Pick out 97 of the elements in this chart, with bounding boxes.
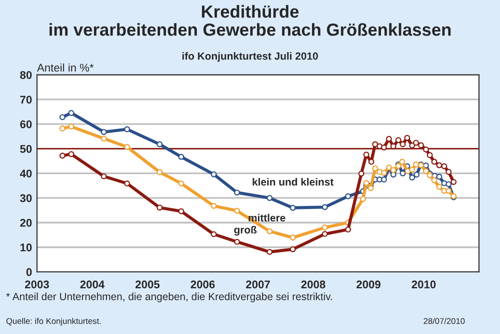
point	[345, 226, 352, 232]
point	[156, 141, 163, 148]
y-tick-label: 30	[20, 194, 32, 202]
point	[431, 158, 438, 165]
point	[124, 180, 130, 186]
point	[413, 161, 419, 168]
point	[178, 208, 184, 214]
point	[322, 230, 328, 237]
y-tick-label: 80	[20, 71, 32, 79]
point	[322, 204, 328, 210]
point	[413, 140, 419, 146]
point	[100, 128, 107, 135]
point	[426, 152, 433, 158]
point	[418, 142, 424, 148]
source-note: Quelle: ifo Konjunkturtest.	[6, 318, 101, 326]
x-tick-label: 2010	[412, 280, 436, 288]
y-tick-label: 20	[20, 218, 32, 227]
chart-subtitle: ifo Konjunkturtest Juli 2010	[182, 52, 318, 62]
point	[156, 204, 163, 211]
point	[210, 202, 217, 209]
point	[422, 146, 429, 152]
point	[446, 168, 452, 175]
y-tick-label: 60	[20, 120, 32, 128]
point	[363, 180, 370, 186]
point	[290, 246, 296, 252]
point	[390, 167, 396, 174]
point	[234, 190, 240, 196]
point	[409, 166, 416, 173]
point	[210, 171, 217, 178]
point	[380, 144, 387, 150]
point	[100, 173, 107, 180]
text: 28/07/2010	[424, 318, 465, 324]
point	[409, 142, 416, 148]
y-axis-title: Anteil in %*	[37, 63, 94, 72]
text: * Anteil der Unternehmen, die angeben, die Kreditvergabe sei restriktiv.	[6, 292, 332, 302]
point	[178, 154, 184, 160]
point	[390, 143, 396, 150]
point	[431, 177, 438, 184]
point	[358, 170, 364, 177]
point	[386, 136, 392, 142]
point	[450, 178, 457, 185]
point	[360, 196, 366, 202]
point	[380, 176, 387, 182]
point	[422, 168, 429, 174]
series-label: mittlere	[248, 214, 286, 222]
point	[395, 137, 402, 144]
x-tick-label: 2009	[356, 280, 380, 288]
x-tick-label: 2004	[80, 280, 105, 288]
point	[68, 110, 74, 116]
point	[100, 136, 107, 142]
point	[266, 194, 273, 201]
point	[441, 163, 448, 170]
point	[290, 204, 296, 211]
point	[368, 185, 374, 192]
point	[68, 151, 74, 158]
point	[234, 238, 240, 245]
point	[446, 181, 452, 188]
y-tick-label: 70	[20, 96, 32, 104]
y-tick-label: 10	[20, 244, 32, 252]
point	[266, 248, 273, 255]
point	[399, 158, 406, 165]
point	[68, 124, 74, 130]
point	[380, 170, 387, 176]
x-tick-label: 2005	[136, 280, 160, 288]
point	[59, 126, 66, 132]
point	[436, 184, 442, 190]
point	[400, 141, 406, 148]
series-label: groß	[234, 226, 257, 236]
x-tick-label: 2008	[301, 280, 326, 288]
point	[290, 234, 296, 241]
point	[372, 141, 378, 148]
point	[266, 228, 273, 234]
x-tick-label: 2003	[25, 280, 49, 288]
point	[345, 193, 352, 200]
point	[210, 231, 217, 238]
point	[372, 165, 378, 172]
point	[404, 134, 410, 141]
point	[446, 188, 452, 194]
point	[409, 174, 416, 181]
point	[156, 169, 163, 176]
point	[59, 114, 66, 120]
y-tick-label: 40	[20, 170, 32, 178]
x-tick-label: 2007	[246, 280, 270, 288]
point	[124, 144, 130, 150]
y-tick-label: 50	[20, 144, 32, 153]
point	[414, 172, 420, 178]
y-tick-label: 0	[26, 268, 32, 276]
series-label: klein und kleinst	[252, 178, 334, 186]
point	[322, 224, 328, 231]
chart-title: Kredithürde im verarbeitenden Gewerbe nach Größenklassen	[50, 5, 451, 36]
x-tick-label: 2006	[190, 280, 215, 288]
point	[436, 174, 442, 180]
point	[178, 180, 184, 186]
point	[59, 152, 66, 159]
point	[124, 126, 130, 132]
point	[436, 162, 442, 168]
point	[234, 208, 240, 214]
